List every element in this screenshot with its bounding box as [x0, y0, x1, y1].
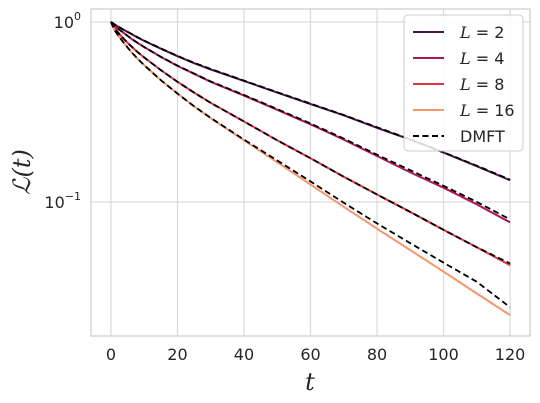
y-tick-labels: 100 10−1	[44, 10, 81, 212]
x-tick-label: 40	[234, 345, 254, 364]
x-tick-label: 80	[367, 345, 387, 364]
x-tick-label: 20	[167, 345, 187, 364]
y-axis-label: ℒ(t)	[8, 149, 36, 195]
x-tick-labels: 0 20 40 60 80 100 120	[106, 345, 525, 364]
dmft-line-L8	[110, 21, 511, 265]
dmft-line-L4	[110, 21, 511, 221]
legend-box	[403, 14, 524, 152]
x-tick-label: 120	[495, 345, 526, 364]
x-tick-label: 60	[300, 345, 320, 364]
legend-label: L = 16	[459, 101, 515, 120]
x-tick-label: 100	[428, 345, 459, 364]
y-tick-label: 100	[54, 10, 81, 32]
plot-frame	[90, 8, 531, 337]
series-line-L16	[110, 21, 511, 316]
legend-label: L = 2	[459, 23, 504, 42]
legend: L = 2 L = 4 L = 8 L = 16 DMFT	[403, 14, 524, 152]
y-tick-label: 10−1	[44, 190, 81, 212]
x-tick-label: 0	[106, 345, 116, 364]
legend-label: L = 8	[459, 75, 504, 94]
grid	[91, 9, 530, 336]
legend-label: DMFT	[460, 127, 505, 146]
x-axis-label: t	[305, 368, 315, 396]
legend-label: L = 4	[459, 49, 504, 68]
